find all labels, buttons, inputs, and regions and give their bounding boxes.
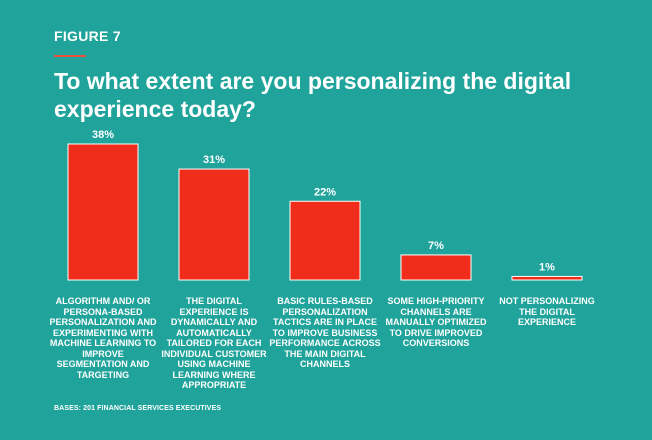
value-label-4: 1% [539, 261, 555, 273]
value-label-1: 31% [203, 154, 225, 166]
bar-1 [178, 168, 250, 281]
bar-2 [289, 200, 361, 281]
chart-title: To what extent are you personalizing the… [54, 68, 572, 122]
bar-0 [67, 143, 139, 281]
category-label-2: BASIC RULES-BASED PERSONALIZATION TACTIC… [269, 296, 381, 369]
value-label-3: 7% [428, 240, 444, 252]
figure-label: FIGURE 7 [54, 28, 121, 44]
bases-note: BASES: 201 FINANCIAL SERVICES EXECUTIVES [54, 405, 222, 412]
value-label-2: 22% [314, 186, 336, 198]
bar-4 [511, 275, 583, 281]
category-label-3: SOME HIGH-PRIORITY CHANNELS ARE MANUALLY… [385, 296, 487, 348]
figure-rule [54, 55, 86, 57]
bar-3 [400, 254, 472, 281]
value-label-0: 38% [92, 129, 114, 141]
category-label-0: ALGORITHM AND/ OR PERSONA-BASED PERSONAL… [49, 296, 157, 380]
category-label-4: NOT PERSONALIZING THE DIGITAL EXPERIENCE [499, 296, 595, 327]
category-label-1: THE DIGITAL EXPERIENCE IS DYNAMICALLY AN… [161, 296, 267, 390]
